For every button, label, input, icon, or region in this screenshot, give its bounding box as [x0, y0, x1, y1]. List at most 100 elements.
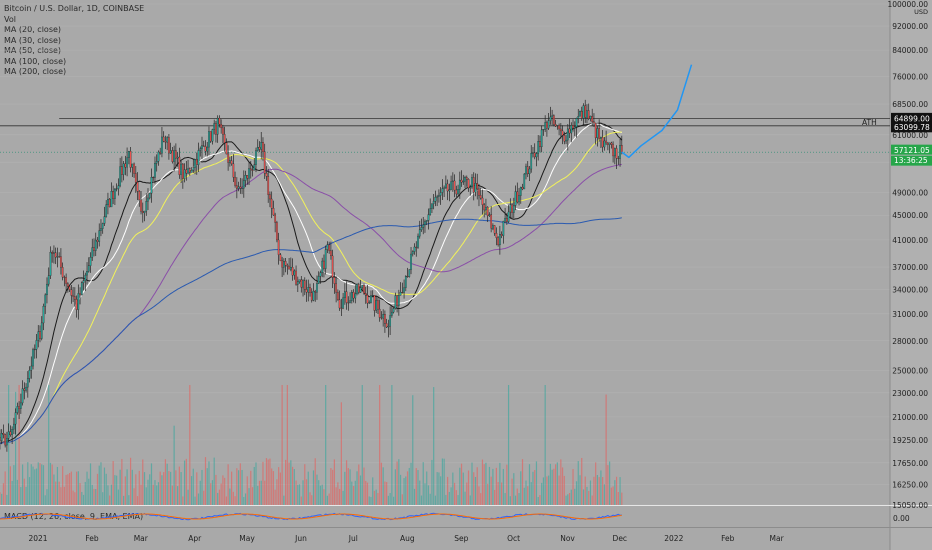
candle	[458, 171, 461, 199]
candle-body	[495, 233, 498, 238]
candle	[127, 150, 130, 165]
volume-bar	[258, 480, 261, 505]
volume-bar	[281, 385, 283, 505]
time-tick-label: Jul	[348, 534, 358, 543]
candle-body	[476, 183, 479, 190]
candle	[75, 295, 78, 318]
volume-bar	[499, 462, 501, 505]
volume-bar	[269, 458, 271, 505]
candle	[619, 138, 621, 167]
volume-bar	[291, 466, 294, 505]
candle	[54, 247, 57, 265]
volume-bar	[77, 471, 79, 505]
volume-bar	[565, 495, 567, 505]
candle	[239, 177, 242, 194]
candle	[19, 393, 22, 414]
candle-body	[265, 173, 268, 177]
candle-body	[225, 142, 228, 155]
candle-body	[408, 269, 411, 277]
candle-body	[464, 177, 466, 182]
candle-body	[425, 220, 428, 222]
volume-bar	[330, 468, 332, 505]
candle	[570, 122, 573, 143]
volume-bar	[403, 478, 405, 505]
candle	[96, 236, 99, 249]
volume-bar	[490, 476, 492, 505]
volume-bar	[591, 495, 593, 505]
volume-bar	[311, 495, 313, 505]
candle	[171, 147, 174, 164]
candle-body	[411, 251, 414, 255]
candle-body	[103, 216, 106, 224]
candle	[295, 265, 297, 286]
volume-bar	[568, 492, 571, 505]
candle-body	[403, 287, 405, 293]
volume-bar	[344, 471, 346, 505]
candle	[582, 103, 585, 126]
candle-body	[7, 431, 10, 439]
candle	[258, 141, 261, 153]
volume-bar	[265, 458, 268, 505]
candle	[2, 424, 5, 439]
candle	[349, 292, 351, 304]
volume-bar	[504, 493, 506, 505]
volume-bar	[588, 490, 590, 505]
volume-bar	[244, 493, 247, 505]
candle	[380, 311, 383, 320]
candle-body	[235, 185, 238, 189]
volume-bar	[342, 490, 344, 505]
candle	[72, 286, 74, 302]
candle-body	[457, 189, 459, 195]
candle-body	[445, 183, 447, 188]
candle-body	[446, 183, 449, 192]
volume-bar	[577, 461, 579, 505]
price-axis: 92000.00 84000.00 76000.00 68500.00 61000.00…	[887, 0, 932, 523]
candle-body	[596, 128, 599, 138]
candle	[310, 288, 313, 303]
volume-bar	[460, 463, 463, 505]
volume-bar	[293, 469, 295, 505]
candle-body	[354, 293, 357, 299]
candle	[140, 190, 142, 215]
candle	[354, 284, 357, 304]
candle	[42, 303, 45, 331]
volume-bar	[349, 469, 351, 505]
candle-body	[100, 228, 102, 231]
volume-bar	[53, 474, 55, 505]
candle-body	[364, 293, 367, 296]
candle-body	[436, 196, 439, 198]
candle	[472, 172, 475, 201]
candle	[162, 131, 165, 143]
candle	[505, 213, 508, 225]
candle-body	[208, 131, 210, 148]
candle	[220, 119, 223, 134]
candle-body	[61, 267, 64, 278]
candle-body	[392, 308, 395, 313]
volume-bar	[192, 468, 194, 505]
candle-body	[432, 200, 435, 204]
candle-body	[580, 111, 583, 119]
volume-bar	[575, 481, 578, 505]
candle	[563, 131, 566, 145]
volume-bar	[197, 493, 200, 505]
candle-body	[455, 189, 458, 195]
candle-body	[577, 116, 580, 119]
volume-bar	[434, 495, 437, 505]
candle	[519, 186, 522, 204]
candle-body	[237, 186, 240, 189]
candle-body	[77, 293, 80, 310]
candle	[457, 184, 459, 196]
candle	[159, 147, 162, 155]
candle-body	[136, 182, 139, 192]
candle	[227, 145, 229, 171]
candle	[326, 241, 329, 254]
candle-body	[420, 227, 423, 230]
volume-bar	[574, 488, 576, 505]
candle	[53, 245, 55, 264]
candle	[596, 125, 599, 147]
candle	[394, 292, 397, 310]
volume-bar	[443, 458, 445, 505]
candle-body	[215, 123, 217, 135]
time-tick-label: Feb	[85, 534, 99, 543]
